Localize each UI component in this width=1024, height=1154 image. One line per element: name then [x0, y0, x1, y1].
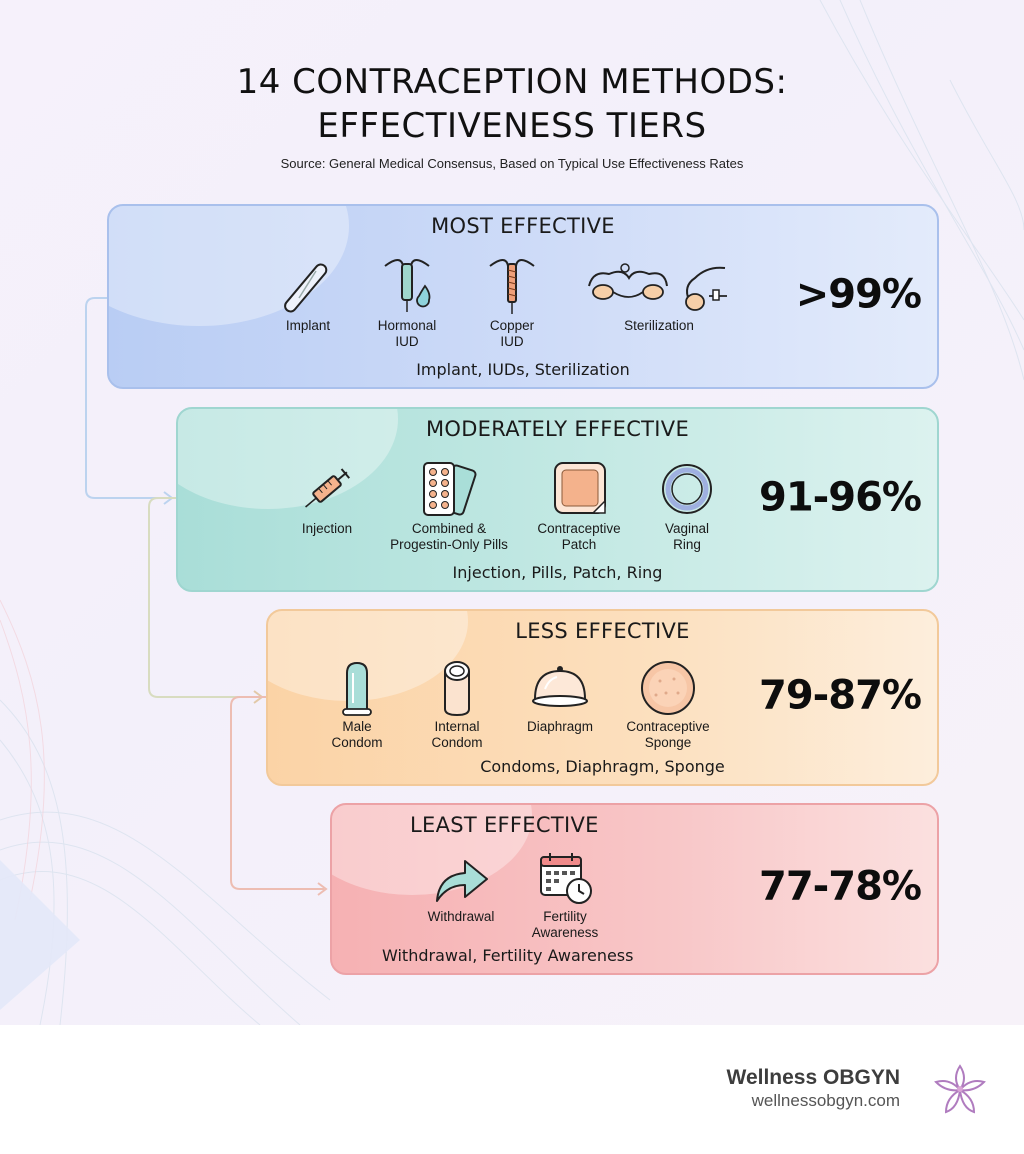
method-label: Withdrawal [427, 909, 495, 924]
tier-heading: LEAST EFFECTIVE [410, 813, 599, 837]
source-note: Source: General Medical Consensus, Based… [280, 156, 744, 171]
calendar-clock-icon [540, 853, 592, 904]
method-injection: Injection [262, 459, 392, 537]
sponge-icon [641, 661, 695, 715]
method-label: Internal Condom [431, 719, 483, 750]
tier-least-effective: LEAST EFFECTIVE Withdrawal [330, 803, 939, 975]
tier-heading: MODERATELY EFFECTIVE [425, 417, 690, 441]
diaphragm-icon [532, 666, 588, 707]
hormonal-iud-icon [384, 259, 431, 312]
method-fertility-awareness: Fertility Awareness [500, 851, 630, 941]
method-label: Hormonal IUD [377, 318, 437, 349]
effectiveness-rate: 91-96% [758, 474, 922, 521]
syringe-icon [305, 468, 351, 508]
method-patch: Contraceptive Patch [514, 459, 644, 553]
footer [0, 1025, 1024, 1154]
effectiveness-rate: 77-78% [758, 863, 922, 910]
method-label: Contraceptive Sponge [626, 719, 710, 750]
method-withdrawal: Withdrawal [396, 851, 526, 925]
tier-moderately-effective: MODERATELY EFFECTIVE Injection [176, 407, 939, 592]
title-line-2: EFFECTIVENESS TIERS [317, 106, 707, 146]
tier-summary: Withdrawal, Fertility Awareness [382, 946, 634, 965]
internal-condom-icon [444, 661, 470, 717]
withdrawal-arrow-icon [436, 860, 488, 902]
brand-name: Wellness OBGYN [726, 1066, 901, 1089]
tier-most-effective: MOST EFFECTIVE Implant Hormonal IUD [107, 204, 939, 389]
tier-summary: Implant, IUDs, Sterilization [416, 360, 630, 379]
tier-summary: Condoms, Diaphragm, Sponge [480, 757, 725, 776]
lotus-flower-icon [934, 1064, 986, 1114]
page-title: 14 CONTRACEPTION METHODS: EFFECTIVENESS … [0, 60, 1024, 148]
method-label: Contraceptive Patch [537, 521, 621, 552]
method-internal-condom: Internal Condom [392, 659, 522, 751]
tier-heading: MOST EFFECTIVE [431, 214, 615, 238]
effectiveness-rate: >99% [795, 271, 922, 318]
background-decoration [0, 0, 1024, 1025]
method-label: Injection [301, 521, 353, 536]
tier-less-effective: LESS EFFECTIVE Male Condom Internal Condom [266, 609, 939, 786]
method-pills: Combined & Progestin-Only Pills [374, 459, 524, 553]
patch-icon [554, 462, 606, 514]
method-diaphragm: Diaphragm [495, 659, 625, 735]
brand-url[interactable]: wellnessobgyn.com [751, 1091, 900, 1110]
method-label: Fertility Awareness [531, 909, 599, 940]
method-label: Implant [285, 318, 331, 333]
infographic-canvas: 14 CONTRACEPTION METHODS: EFFECTIVENESS … [0, 0, 1024, 1025]
male-condom-icon [342, 661, 372, 716]
method-label: Combined & Progestin-Only Pills [390, 521, 508, 552]
method-label: Male Condom [331, 719, 383, 750]
effectiveness-rate: 79-87% [758, 672, 922, 719]
tier-summary: Injection, Pills, Patch, Ring [452, 563, 663, 582]
method-sterilization: Sterilization [579, 256, 739, 334]
method-implant: Implant [243, 256, 373, 334]
pill-pack-icon [423, 462, 477, 516]
method-male-condom: Male Condom [292, 659, 422, 751]
method-hormonal-iud: Hormonal IUD [342, 252, 472, 350]
implant-icon [284, 263, 328, 313]
method-label: Diaphragm [526, 719, 594, 734]
method-label: Sterilization [624, 318, 694, 333]
method-copper-iud: Copper IUD [447, 252, 577, 350]
tier-heading: LESS EFFECTIVE [515, 619, 690, 643]
sterilization-icon [588, 263, 727, 311]
method-sponge: Contraceptive Sponge [603, 659, 733, 751]
method-label: Copper IUD [489, 318, 535, 349]
method-label: Vaginal Ring [664, 521, 710, 552]
method-vaginal-ring: Vaginal Ring [622, 459, 752, 553]
copper-iud-icon [489, 259, 535, 314]
ring-icon [662, 464, 712, 514]
title-line-1: 14 CONTRACEPTION METHODS: [236, 62, 788, 102]
